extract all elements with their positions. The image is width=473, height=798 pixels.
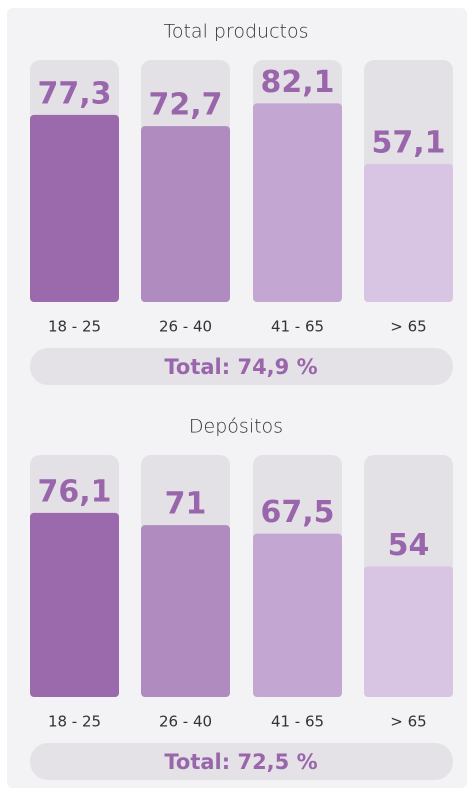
bar [364, 163, 453, 302]
value-label: 76,1 [37, 474, 111, 509]
bar [30, 114, 119, 303]
category-label: 18 - 25 [48, 318, 101, 336]
panel-title: Total productos [163, 21, 308, 43]
total-label: Total: 74,9 % [164, 355, 317, 379]
value-label: 82,1 [260, 65, 334, 100]
total-pill [30, 348, 453, 385]
category-label: > 65 [390, 713, 426, 731]
category-label: 26 - 40 [159, 713, 212, 731]
bar [141, 126, 230, 302]
panel-title: Depósitos [189, 416, 283, 438]
value-label: 71 [165, 487, 207, 522]
bar [253, 533, 342, 697]
bar [141, 525, 230, 697]
category-label: 41 - 65 [271, 318, 324, 336]
card [7, 8, 467, 788]
total-label: Total: 72,5 % [164, 750, 317, 774]
category-label: 41 - 65 [271, 713, 324, 731]
value-label: 54 [388, 528, 430, 563]
value-label: 57,1 [371, 125, 445, 160]
bar [30, 512, 119, 697]
total-pill [30, 743, 453, 780]
category-label: 26 - 40 [159, 318, 212, 336]
category-label: > 65 [390, 318, 426, 336]
value-label: 72,7 [148, 88, 222, 123]
value-label: 67,5 [260, 495, 334, 530]
bar [253, 103, 342, 303]
value-label: 77,3 [37, 76, 111, 111]
bar [364, 566, 453, 697]
category-label: 18 - 25 [48, 713, 101, 731]
